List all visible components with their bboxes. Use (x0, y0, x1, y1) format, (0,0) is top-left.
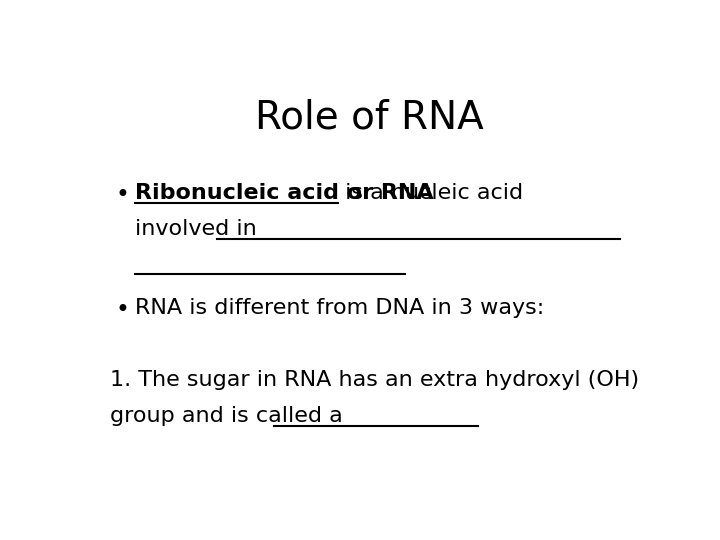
Text: is a nucleic acid: is a nucleic acid (338, 183, 523, 203)
Text: group and is called a: group and is called a (109, 406, 349, 426)
Text: involved in: involved in (135, 219, 264, 239)
Text: Ribonucleic acid or RNA: Ribonucleic acid or RNA (135, 183, 433, 203)
Text: Role of RNA: Role of RNA (255, 98, 483, 136)
Text: •: • (115, 298, 129, 322)
Text: RNA is different from DNA in 3 ways:: RNA is different from DNA in 3 ways: (135, 298, 544, 318)
Text: 1. The sugar in RNA has an extra hydroxyl (OH): 1. The sugar in RNA has an extra hydroxy… (109, 370, 639, 390)
Text: •: • (115, 183, 129, 207)
